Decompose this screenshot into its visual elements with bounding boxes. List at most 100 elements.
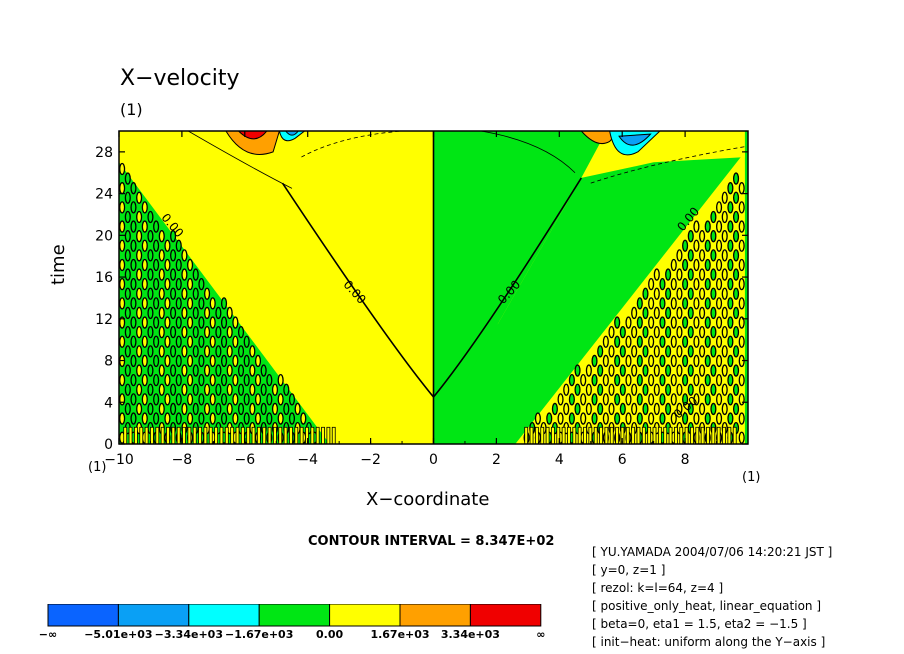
wave-blob	[659, 412, 666, 425]
wave-blob	[187, 316, 194, 329]
wave-blob	[721, 345, 728, 358]
wave-blob	[243, 412, 250, 425]
stripe-left	[289, 426, 293, 444]
wave-blob	[181, 287, 188, 300]
wave-blob	[170, 287, 177, 300]
wave-blob	[665, 287, 672, 300]
stripe-left	[208, 426, 213, 444]
wave-blob	[187, 278, 194, 291]
wave-blob	[187, 393, 194, 406]
wave-blob	[682, 335, 689, 348]
wave-blob	[158, 402, 165, 416]
wave-blob	[608, 345, 615, 358]
wave-blob	[181, 383, 188, 396]
wave-blob	[648, 373, 655, 387]
colorbar-swatch	[188, 604, 260, 627]
wave-blob	[249, 364, 256, 377]
stripe-left	[198, 426, 202, 444]
contour-zero-left	[281, 182, 435, 398]
stripe-left	[267, 426, 272, 444]
wave-blob	[602, 412, 609, 425]
wave-blob	[693, 316, 700, 329]
stripe-right	[524, 426, 529, 444]
wave-blob	[670, 297, 677, 310]
wave-blob	[693, 297, 700, 310]
wave-blob	[693, 412, 700, 425]
stripe-right	[663, 426, 668, 444]
wave-blob	[119, 335, 126, 348]
wave-blob	[687, 326, 694, 339]
wave-blob	[585, 383, 592, 396]
wave-blob	[192, 287, 199, 300]
contour-dashed-right	[590, 146, 745, 184]
wave-blob	[175, 393, 182, 406]
info-line: [ positive_only_heat, linear_equation ]	[592, 599, 822, 613]
wave-blob	[614, 393, 621, 406]
wave-blob	[738, 335, 745, 348]
wave-blob	[147, 230, 154, 243]
wave-blob	[175, 316, 182, 329]
wave-blob	[136, 230, 143, 243]
wave-blob	[158, 326, 165, 339]
wave-blob	[136, 249, 143, 262]
stripe-left	[192, 426, 197, 444]
wave-blob	[124, 268, 131, 281]
y-tick-label: 4	[104, 395, 113, 411]
wave-blob	[271, 402, 279, 416]
wave-blob	[721, 249, 728, 262]
stripe-left	[214, 426, 219, 444]
wave-blob	[181, 345, 188, 358]
wave-blob	[732, 326, 740, 339]
wave-blob	[631, 326, 638, 339]
wave-blob	[665, 306, 672, 320]
wave-blob	[631, 306, 638, 320]
wave-blob	[659, 335, 666, 348]
wave-blob	[716, 220, 723, 233]
stripe-right	[567, 426, 571, 444]
wave-blob	[215, 306, 222, 320]
wave-blob	[732, 306, 740, 320]
wave-blob	[209, 373, 216, 387]
wave-blob	[187, 412, 194, 425]
wave-blob	[636, 354, 643, 368]
wave-blob	[153, 412, 160, 425]
wave-blob	[670, 258, 677, 272]
stripe-right	[593, 426, 598, 444]
wave-blob	[710, 287, 717, 300]
wave-blob	[687, 268, 694, 281]
wave-blob	[243, 335, 250, 348]
wave-blob	[721, 210, 728, 224]
wave-blob	[721, 306, 728, 320]
wave-blob	[625, 354, 632, 368]
wave-blob	[124, 364, 131, 377]
contour-interval: CONTOUR INTERVAL = 8.347E+02	[308, 534, 555, 549]
wave-blob	[704, 373, 711, 387]
wave-blob	[209, 316, 216, 329]
wave-blob	[198, 335, 205, 348]
wave-blob	[130, 297, 137, 310]
wave-blob	[130, 354, 137, 368]
colorbar-label: 3.34e+03	[440, 628, 500, 641]
wave-blob	[192, 383, 199, 396]
wave-blob	[232, 393, 239, 406]
wave-blob	[608, 383, 615, 396]
wave-blob	[141, 393, 148, 406]
wave-blob	[636, 297, 643, 310]
wave-blob	[124, 402, 131, 416]
wave-blob	[147, 402, 154, 416]
wave-blob	[727, 373, 734, 387]
wave-blob	[716, 239, 723, 252]
wave-blob	[721, 326, 728, 339]
stripe-right	[668, 426, 673, 444]
stripe-right	[561, 426, 566, 444]
wave-blob	[130, 220, 137, 233]
stripe-left	[176, 426, 181, 444]
y-tick-label: 24	[95, 187, 113, 203]
wave-blob	[254, 393, 262, 406]
wave-blob	[704, 297, 711, 310]
wave-blob	[738, 412, 745, 425]
wave-blob	[119, 201, 126, 214]
wave-blob	[243, 393, 250, 406]
wave-blob	[727, 297, 734, 310]
wave-blob	[147, 306, 154, 320]
